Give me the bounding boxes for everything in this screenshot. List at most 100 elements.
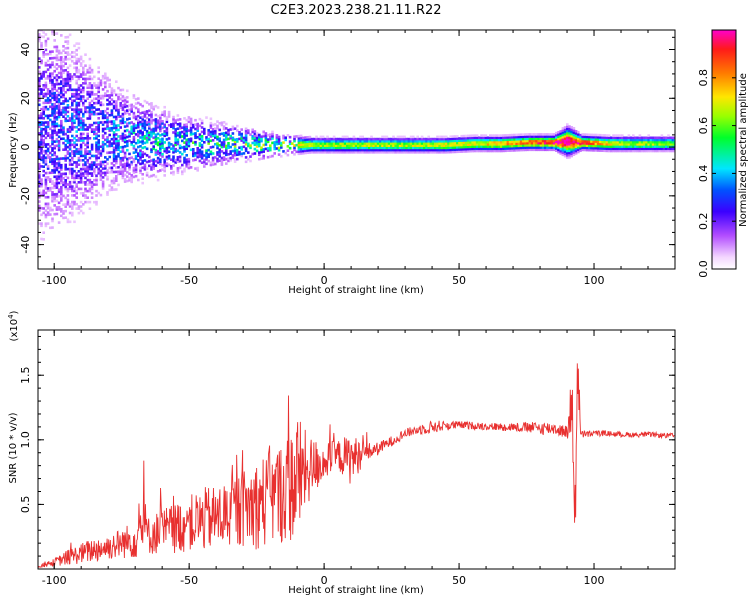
heatmap-cell bbox=[513, 138, 516, 141]
heatmap-cell bbox=[60, 188, 63, 191]
heatmap-cell bbox=[484, 136, 488, 140]
heatmap-cell bbox=[335, 137, 338, 141]
heatmap-cell bbox=[53, 87, 56, 91]
heatmap-cell bbox=[57, 100, 61, 103]
heatmap-cell bbox=[163, 160, 166, 164]
heatmap-cell bbox=[123, 178, 127, 181]
heatmap-cell bbox=[71, 95, 74, 98]
heatmap-cell bbox=[194, 123, 197, 126]
heatmap-cell bbox=[82, 159, 85, 162]
heatmap-cell bbox=[416, 146, 419, 150]
heatmap-cell bbox=[189, 117, 193, 121]
heatmap-cell bbox=[638, 134, 642, 137]
heatmap-cell bbox=[68, 145, 72, 149]
heatmap-cell bbox=[368, 137, 371, 141]
heatmap-cell bbox=[60, 89, 63, 92]
heatmap-cell bbox=[579, 133, 582, 137]
heatmap-cell bbox=[112, 102, 116, 106]
heatmap-cell bbox=[359, 140, 362, 143]
heatmap-cell bbox=[308, 149, 312, 152]
heatmap-cell bbox=[280, 144, 283, 147]
heatmap-cell bbox=[222, 140, 226, 144]
heatmap-cell bbox=[636, 143, 639, 146]
heatmap-cell bbox=[403, 137, 406, 141]
heatmap-cell bbox=[328, 151, 331, 154]
heatmap-cell bbox=[73, 152, 76, 155]
heatmap-cell bbox=[108, 94, 111, 97]
heatmap-cell bbox=[592, 146, 595, 150]
heatmap-cell bbox=[187, 162, 191, 165]
heatmap-cell bbox=[603, 138, 606, 142]
heatmap-cell bbox=[368, 146, 371, 150]
heatmap-cell bbox=[546, 137, 549, 141]
heatmap-cell bbox=[291, 151, 294, 154]
heatmap-cell bbox=[178, 166, 182, 170]
heatmap-cell bbox=[106, 138, 109, 141]
heatmap-cell bbox=[64, 165, 67, 169]
heatmap-cell bbox=[55, 49, 59, 53]
heatmap-cell bbox=[167, 124, 171, 127]
heatmap-cell bbox=[467, 141, 470, 144]
heatmap-cell bbox=[317, 137, 320, 141]
heatmap-cell bbox=[515, 146, 518, 150]
heatmap-cell bbox=[68, 205, 72, 208]
heatmap-cell bbox=[473, 136, 477, 140]
heatmap-cell bbox=[128, 152, 131, 156]
heatmap-cell bbox=[97, 112, 100, 116]
heatmap-cell bbox=[178, 151, 182, 154]
heatmap-cell bbox=[104, 120, 107, 124]
heatmap-cell bbox=[154, 129, 158, 132]
heatmap-cell bbox=[398, 144, 402, 147]
heatmap-cell bbox=[108, 85, 111, 88]
heatmap-cell bbox=[473, 134, 477, 137]
heatmap-cell bbox=[84, 196, 87, 199]
heatmap-cell bbox=[66, 150, 70, 153]
heatmap-cell bbox=[673, 149, 675, 153]
heatmap-cell bbox=[139, 129, 142, 133]
heatmap-cell bbox=[244, 140, 248, 144]
heatmap-cell bbox=[60, 190, 63, 193]
heatmap-cell bbox=[101, 123, 105, 126]
heatmap-cell bbox=[607, 143, 611, 146]
heatmap-cell bbox=[156, 137, 160, 140]
heatmap-cell bbox=[119, 115, 122, 118]
heatmap-cell bbox=[607, 140, 611, 144]
heatmap-cell bbox=[218, 128, 221, 132]
heatmap-cell bbox=[497, 149, 501, 153]
heatmap-cell bbox=[115, 80, 118, 83]
heatmap-cell bbox=[38, 66, 41, 69]
heatmap-cell bbox=[354, 142, 358, 145]
heatmap-cell bbox=[222, 134, 226, 137]
heatmap-cell bbox=[337, 151, 340, 154]
heatmap-cell bbox=[57, 208, 61, 211]
heatmap-cell bbox=[357, 144, 360, 147]
heatmap-cell bbox=[383, 146, 386, 150]
heatmap-cell bbox=[187, 164, 191, 168]
heatmap-cell bbox=[537, 139, 540, 143]
heatmap-cell bbox=[86, 110, 89, 114]
heatmap-cell bbox=[601, 145, 604, 148]
heatmap-cell bbox=[84, 150, 87, 153]
heatmap-cell bbox=[185, 138, 188, 142]
heatmap-cell bbox=[106, 193, 109, 196]
heatmap-cell bbox=[66, 75, 70, 78]
heatmap-cell bbox=[68, 185, 72, 188]
heatmap-cell bbox=[500, 147, 503, 151]
heatmap-cell bbox=[482, 149, 485, 153]
heatmap-cell bbox=[104, 72, 107, 76]
heatmap-cell bbox=[75, 117, 78, 120]
heatmap-cell bbox=[198, 137, 202, 141]
heatmap-cell bbox=[493, 147, 496, 151]
heatmap-cell bbox=[196, 155, 199, 159]
heatmap-cell bbox=[112, 115, 116, 119]
heatmap-cell bbox=[447, 148, 450, 152]
heatmap-cell bbox=[423, 140, 426, 143]
heatmap-cell bbox=[134, 97, 138, 101]
heatmap-cell bbox=[515, 149, 518, 152]
heatmap-cell bbox=[119, 159, 122, 162]
heatmap-cell bbox=[121, 167, 125, 171]
heatmap-cell bbox=[236, 140, 239, 143]
heatmap-cell bbox=[38, 88, 41, 91]
heatmap-cell bbox=[183, 145, 186, 149]
heatmap-cell bbox=[73, 187, 76, 191]
